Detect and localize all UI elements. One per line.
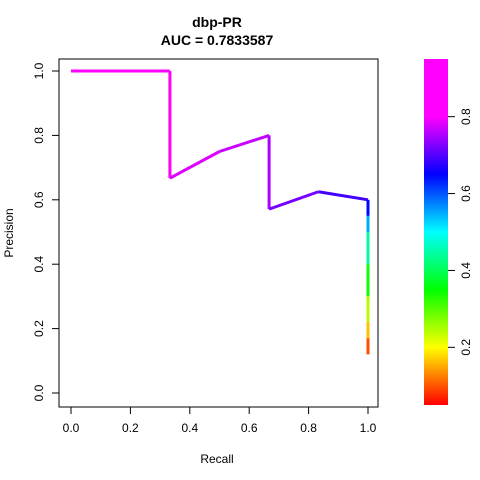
x-tick-label: 0.0 <box>63 421 80 435</box>
pr-curve-segment <box>268 190 319 211</box>
x-tick-label: 0.6 <box>241 421 258 435</box>
x-tick-label: 1.0 <box>360 421 377 435</box>
y-tick-label: 0.8 <box>32 127 46 144</box>
y-axis: 0.0 0.2 0.4 0.6 0.8 1.0 <box>32 62 60 401</box>
pr-curve-segment <box>219 133 270 153</box>
y-tick-label: 0.0 <box>32 384 46 401</box>
x-tick-label: 0.2 <box>122 421 139 435</box>
pr-curve <box>71 69 370 355</box>
plot-area <box>58 58 379 408</box>
colorbar-tick-label: 0.2 <box>459 339 473 356</box>
colorbar-tick-label: 0.8 <box>459 108 473 125</box>
x-axis-label: Recall <box>200 452 233 466</box>
colorbar-tick-label: 0.6 <box>459 185 473 202</box>
y-tick-label: 0.6 <box>32 191 46 208</box>
pr-curve-segment <box>318 190 369 202</box>
y-tick-label: 1.0 <box>32 62 46 79</box>
x-axis: 0.0 0.2 0.4 0.6 0.8 1.0 <box>63 406 377 435</box>
pr-curve-segment <box>169 150 221 180</box>
x-tick-label: 0.8 <box>300 421 317 435</box>
chart-title: dbp-PR <box>192 14 242 30</box>
y-tick-label: 0.2 <box>32 320 46 337</box>
colorbar-tick-label: 0.4 <box>459 262 473 279</box>
colorbar <box>424 59 448 405</box>
y-axis-label: Precision <box>2 208 16 257</box>
colorbar-axis: 0.2 0.4 0.6 0.8 <box>448 108 473 356</box>
chart-subtitle: AUC = 0.7833587 <box>161 32 274 48</box>
y-tick-label: 0.4 <box>32 256 46 273</box>
x-tick-label: 0.4 <box>181 421 198 435</box>
